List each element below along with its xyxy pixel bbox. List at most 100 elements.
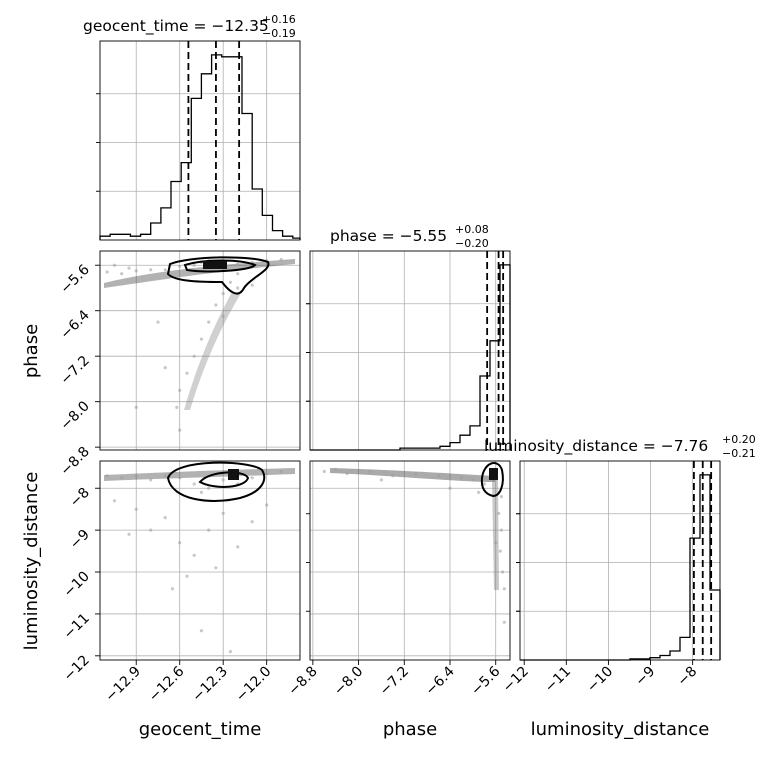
quantile-layer: [187, 41, 713, 660]
sample-point-phase_vs_geocent-5: [178, 264, 182, 268]
label-layer: geocent_time phase luminosity_distance p…: [21, 324, 709, 740]
sample-point-dist_vs_phase-21: [494, 541, 498, 545]
title-phase-minus: −0.20: [455, 237, 489, 250]
sample-point-dist_vs_geocent-22: [236, 545, 240, 549]
sample-point-phase_vs_geocent-30: [127, 266, 131, 270]
sample-point-dist_vs_phase-4: [414, 472, 418, 476]
sample-point-dist_vs_geocent-3: [149, 478, 153, 482]
sample-point-dist_vs_geocent-9: [221, 478, 225, 482]
sample-point-dist_vs_geocent-14: [279, 469, 283, 474]
title-luminosity-distance-minus: −0.21: [722, 447, 756, 460]
sample-point-phase_vs_geocent-14: [236, 272, 240, 276]
sample-point-phase_vs_geocent-15: [228, 280, 232, 284]
title-geocent-time-plus: +0.16: [262, 13, 296, 26]
sample-point-dist_vs_phase-7: [471, 478, 475, 482]
sample-point-dist_vs_geocent-16: [149, 528, 153, 532]
sample-point-phase_vs_geocent-23: [175, 405, 179, 409]
sample-point-dist_vs_geocent-25: [185, 574, 189, 578]
sample-point-dist_vs_phase-0: [322, 469, 326, 474]
density-band-dist-geocent: [104, 468, 295, 481]
sample-point-dist_vs_phase-11: [497, 511, 501, 515]
sample-point-dist_vs_phase-13: [498, 549, 502, 553]
sample-point-phase_vs_geocent-27: [156, 320, 160, 324]
ytick-label-phase-3: −6.4: [57, 307, 92, 342]
sample-point-dist_vs_phase-19: [334, 467, 338, 471]
sample-point-phase_vs_geocent-10: [236, 262, 240, 266]
sample-point-dist_vs_phase-14: [501, 570, 505, 574]
sample-point-dist_vs_geocent-6: [192, 482, 196, 486]
title-luminosity-distance: luminosity_distance = −7.76: [484, 437, 708, 456]
sample-point-dist_vs_geocent-4: [163, 474, 167, 478]
density-band-dist-phase: [330, 468, 495, 482]
tick-layer: −12.9 −12.6 −12.3 −12.0 −8.8 −8.0 −7.2 −6.4 −5.6…: [57, 93, 701, 706]
sample-point-dist_vs_geocent-13: [265, 472, 269, 476]
panel-r2-c1-frame: [309, 460, 511, 661]
sample-point-dist_vs_geocent-30: [112, 499, 117, 503]
sample-point-phase_vs_geocent-3: [149, 268, 153, 272]
xtick-label-distance-2: −10: [584, 664, 616, 696]
xtick-label-geocent-2: −12.3: [189, 664, 231, 706]
sample-point-dist_vs_geocent-29: [228, 650, 232, 654]
sample-point-dist_vs_phase-10: [499, 495, 503, 499]
xtick-label-geocent-0: −12.9: [102, 664, 144, 706]
panel-r2-c2-frame: [519, 460, 721, 661]
ytick-label-distance-4: −8: [67, 485, 93, 511]
sample-point-dist_vs_phase-6: [459, 476, 463, 480]
density-peak-phase-geocent: [203, 261, 227, 269]
panel-r0-c0-histogram-geocent_time: [99, 54, 301, 240]
grid-layer: [100, 41, 720, 660]
panel-r1-c1-frame: [309, 250, 511, 451]
sample-point-dist_vs_geocent-12: [250, 476, 254, 480]
histogram-layer: [99, 54, 721, 661]
sample-point-dist_vs_geocent-28: [199, 629, 203, 633]
xtick-label-distance-4: −8: [675, 664, 701, 690]
sample-point-phase_vs_geocent-29: [250, 283, 254, 287]
density-peak-dist-phase: [489, 468, 498, 480]
sample-point-phase_vs_geocent-6: [192, 263, 196, 267]
title-geocent-time: geocent_time = −12.35: [83, 17, 269, 36]
y-axis-label-phase: phase: [21, 324, 42, 378]
sample-point-phase_vs_geocent-17: [214, 303, 218, 307]
panel-r2-c2-histogram-luminosity_distance: [520, 474, 721, 661]
xtick-label-geocent-3: −12.0: [233, 664, 275, 706]
panel-r0-c0-frame: [99, 40, 301, 241]
sample-point-dist_vs_geocent-20: [207, 528, 211, 532]
sample-point-dist_vs_geocent-26: [214, 566, 218, 570]
contour-layer: [166, 256, 504, 502]
title-luminosity-distance-plus: +0.20: [722, 433, 756, 446]
sample-point-dist_vs_geocent-21: [221, 511, 225, 515]
sample-point-phase_vs_geocent-13: [279, 257, 283, 262]
contour-outer-phase-geocent: [166, 256, 270, 295]
title-phase-plus: +0.08: [455, 223, 489, 236]
xtick-label-distance-0: −12: [500, 664, 532, 696]
xtick-label-phase-4: −5.6: [468, 663, 503, 698]
xtick-label-geocent-1: −12.6: [146, 663, 188, 705]
sample-point-dist_vs_phase-17: [448, 486, 452, 490]
sample-point-dist_vs_phase-16: [477, 490, 481, 494]
ytick-label-distance-3: −9: [67, 527, 93, 553]
sample-point-phase_vs_geocent-24: [178, 428, 182, 432]
sample-point-dist_vs_geocent-7: [199, 490, 203, 494]
sample-layer: [105, 257, 506, 654]
ytick-label-phase-4: −5.6: [57, 262, 92, 297]
sample-point-dist_vs_phase-2: [368, 469, 372, 474]
sample-point-phase_vs_geocent-20: [192, 354, 196, 358]
x-axis-label-phase: phase: [383, 719, 437, 740]
ytick-label-distance-2: −10: [61, 569, 93, 601]
sample-point-dist_vs_geocent-31: [127, 532, 131, 536]
sample-point-dist_vs_phase-5: [437, 474, 441, 478]
sample-point-phase_vs_geocent-28: [236, 286, 240, 290]
sample-point-phase_vs_geocent-16: [221, 292, 225, 296]
xtick-label-phase-3: −6.4: [422, 663, 457, 698]
sample-point-phase_vs_geocent-22: [178, 388, 182, 392]
sample-point-dist_vs_phase-8: [482, 482, 486, 486]
xtick-label-phase-1: −8.0: [331, 664, 366, 699]
sample-point-dist_vs_phase-1: [345, 472, 349, 476]
sample-point-dist_vs_geocent-0: [105, 474, 109, 478]
sample-point-dist_vs_geocent-17: [163, 516, 167, 520]
x-axis-label-geocent-time: geocent_time: [139, 719, 262, 740]
panel-r2-c0-frame: [99, 460, 301, 661]
sample-point-dist_vs_geocent-19: [192, 553, 196, 557]
